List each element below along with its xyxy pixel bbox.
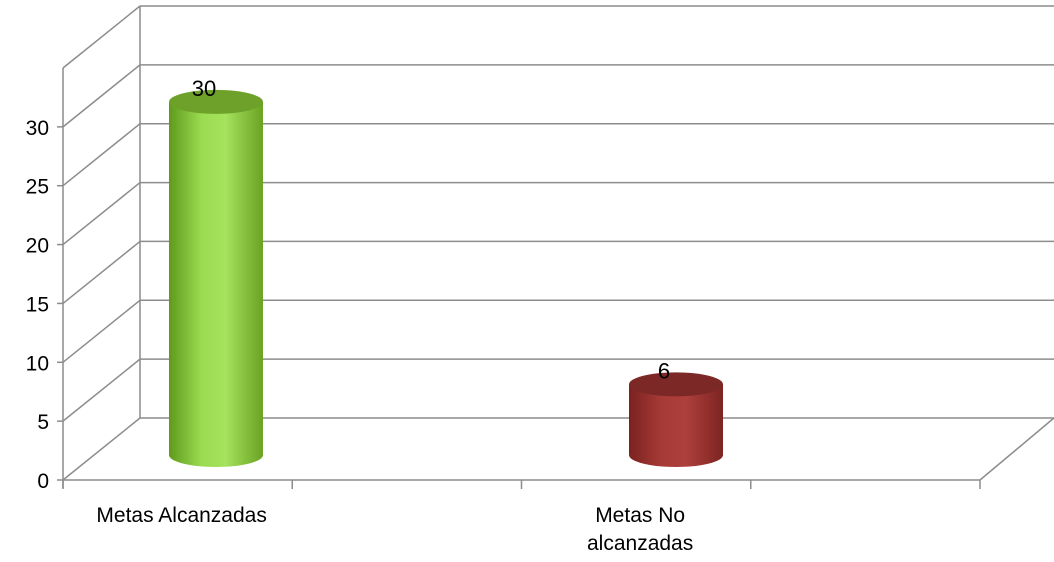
gridline-side: [62, 299, 141, 363]
bar-2: [629, 372, 723, 467]
bar-body: [169, 101, 263, 467]
gridline-side: [62, 123, 141, 187]
data-label: 6: [658, 358, 670, 383]
bar-1: [169, 89, 263, 467]
x-category-label: Metas No: [595, 504, 685, 527]
bar-body: [629, 384, 723, 467]
gridline-side: [62, 5, 141, 69]
gridline-side: [62, 64, 141, 128]
y-tick-label: 0: [37, 470, 49, 493]
gridline-side: [62, 358, 141, 422]
y-tick-label: 20: [26, 235, 49, 258]
chart-walls: [57, 5, 1054, 489]
y-tick-label: 5: [37, 411, 49, 434]
bar-top: [629, 372, 723, 397]
chart-labels: 0 5 10 15 20 25 30 30 6 Metas Alcanzadas Metas No a…: [26, 76, 694, 555]
y-tick-label: 10: [26, 352, 49, 375]
gridline-side: [62, 417, 141, 481]
bar-top: [169, 89, 263, 114]
x-category-label: alcanzadas: [587, 532, 693, 555]
x-category-label: Metas Alcanzadas: [96, 504, 266, 527]
chart-bars: [169, 89, 723, 467]
y-tick-label: 15: [26, 293, 49, 316]
y-tick-label: 25: [26, 176, 49, 199]
data-label: 30: [192, 76, 216, 101]
gridline-side: [62, 240, 141, 305]
floor-right-edge: [979, 417, 1054, 481]
gridline-side: [62, 181, 141, 246]
y-tick-label: 30: [26, 117, 49, 140]
